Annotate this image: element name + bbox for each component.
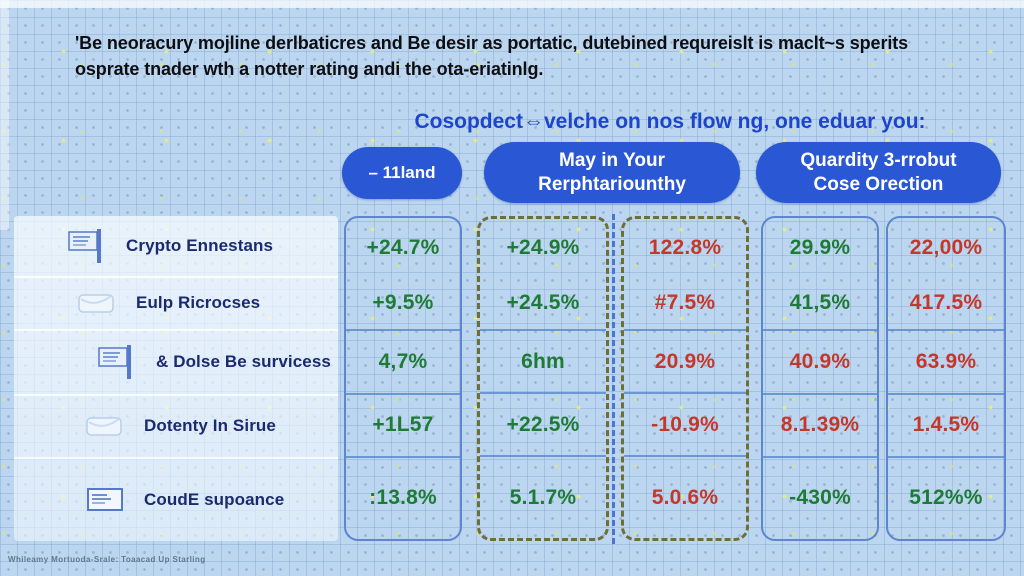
value-cell: 512%% [888,455,1004,539]
value-cell: 122.8% [648,236,722,260]
data-column-3: 122.8% #7.5% 20.9% -10.9% 5.0.6% [621,216,749,541]
flag-icon [94,345,142,380]
value-cell: -10.9% [624,392,746,455]
page-title-line-1: 'Be neoracury mojline derlbaticres and B… [75,33,909,53]
row-label-3: & Dolse Be survicess [14,329,338,393]
row-label-text: CoudE supoance [144,490,285,510]
column-divider-dashed-line [612,214,615,544]
row-label-4: Dotenty In Sirue [14,393,338,457]
value-cell: +24.9% [506,236,580,260]
envelope-icon [82,411,130,441]
value-cell: 63.9% [888,328,1004,393]
value-cell: 22,00% [909,235,983,259]
row-labels-panel: Crypto Ennestans Eulp Ricrocses [14,216,338,541]
value-cell: 5.1.7% [480,455,606,538]
column-header-pill-3[interactable]: Quardity 3-rrobut Cose Orection [756,142,1001,203]
data-column-4: 29.9% 41,5% 40.9% 8.1.39% -430% [761,216,879,541]
left-edge-decor [0,0,9,230]
value-cell: +22.5% [480,392,606,455]
value-cell: 6hm [480,328,606,393]
row-label-text: & Dolse Be survicess [156,352,331,372]
flag-icon [64,228,112,263]
row-label-text: Crypto Ennestans [126,235,274,255]
value-cell: +1L57 [346,392,460,456]
value-cell: +24.7% [366,235,440,259]
row-label-2: Eulp Ricrocses [14,275,338,330]
page-title: 'Be neoracury mojline derlbaticres and B… [75,30,965,82]
value-cell: 417.5% [909,290,983,314]
data-column-2: +24.9% +24.5% 6hm +22.5% 5.1.7% [477,216,609,541]
value-cell: 1.4.5% [888,392,1004,456]
value-cell: +24.5% [506,291,580,315]
value-cell: 4,7% [346,328,460,393]
value-cell: -430% [763,455,877,539]
data-column-5: 22,00% 417.5% 63.9% 1.4.5% 512%% [886,216,1006,541]
row-label-5: CoudE supoance [14,457,338,541]
value-cell: #7.5% [654,291,716,315]
value-cell: 29.9% [789,235,851,259]
value-cell: 8.1.39% [763,392,877,456]
page-title-line-2: osprate tnader wth a notter rating andi … [75,59,544,80]
row-label-1: Crypto Ennestans [14,216,338,276]
top-edge-decor [0,0,1024,8]
column-header-pill-1[interactable]: – 11land [342,147,462,199]
row-label-text: Eulp Ricrocses [136,293,261,313]
envelope-icon [74,288,122,318]
row-label-text: Dotenty In Sirue [144,416,276,436]
value-cell: 41,5% [789,290,851,314]
data-column-1: +24.7% +9.5% 4,7% +1L57 :13.8% [344,216,462,541]
section-subtitle: Cosopdect⇔velche on nos flow ng, one edu… [414,110,926,133]
value-cell: :13.8% [346,455,460,539]
card-icon [82,486,130,514]
value-cell: 40.9% [763,328,877,393]
value-cell: 5.0.6% [624,455,746,538]
footnote: Whileamy Mortuoda-Srale: Toaacad Up Star… [8,555,206,564]
value-cell: 20.9% [624,328,746,393]
column-header-pill-2[interactable]: May in Your Rerphtariounthy [484,142,740,203]
value-cell: +9.5% [372,290,434,314]
